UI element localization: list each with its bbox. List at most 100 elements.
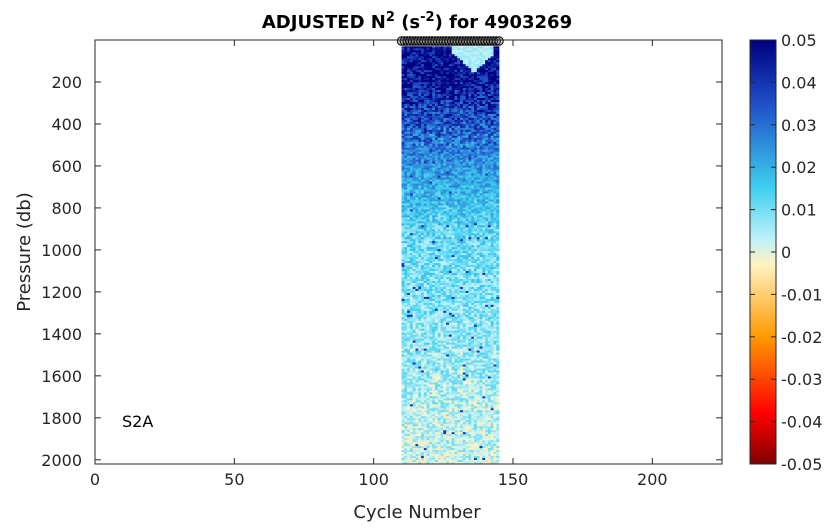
heatmap-cell (423, 123, 427, 127)
heatmap-cell (446, 119, 450, 123)
heatmap-cell (421, 261, 425, 264)
heatmap-cell (493, 119, 497, 123)
heatmap-cell (432, 310, 436, 314)
heatmap-cell (457, 72, 461, 75)
heatmap-cell (490, 141, 494, 145)
heatmap-cell (429, 308, 433, 312)
heatmap-cell (448, 211, 452, 214)
heatmap-cell (468, 48, 472, 51)
heatmap-cell (490, 294, 494, 298)
plot-area: 0 50 100 150 200 200400600800100012001400160… (41, 36, 723, 489)
heatmap-cell (426, 205, 430, 208)
heatmap-cell (404, 243, 408, 246)
heatmap-cell (468, 159, 472, 162)
heatmap-cell (468, 284, 472, 288)
heatmap-cell (473, 133, 478, 137)
heatmap-cell (401, 201, 405, 204)
heatmap-cell (404, 217, 408, 220)
heatmap-cell (437, 227, 441, 230)
heatmap-cell (423, 275, 427, 278)
heatmap-cell (412, 169, 416, 172)
heatmap-cell (468, 255, 472, 258)
heatmap-cell (412, 286, 416, 290)
heatmap-cell (490, 205, 494, 208)
heatmap-cell (476, 111, 480, 115)
heatmap-cell (409, 195, 413, 198)
heatmap-cell (409, 145, 413, 149)
heatmap-cell (454, 219, 458, 222)
heatmap-cell (426, 195, 430, 198)
heatmap-cell (409, 298, 413, 302)
heatmap-cell (493, 199, 497, 202)
heatmap-cell (412, 143, 416, 147)
heatmap-cell (404, 201, 408, 204)
heatmap-cell (457, 70, 461, 73)
heatmap-cell (432, 241, 436, 244)
heatmap-cell (443, 64, 447, 67)
heatmap-cell (485, 241, 489, 244)
heatmap-cell (434, 84, 439, 87)
heatmap-cell (471, 123, 475, 127)
heatmap-cell (443, 314, 447, 318)
heatmap-cell (407, 177, 411, 180)
heatmap-cell (479, 115, 483, 119)
heatmap-cell (432, 273, 436, 276)
heatmap-cell (465, 215, 469, 218)
heatmap-cell (407, 223, 411, 226)
heatmap-cell (471, 169, 475, 172)
heatmap-cell (423, 137, 427, 141)
heatmap-cell (496, 147, 500, 151)
heatmap-cell (437, 310, 441, 314)
heatmap-cell (423, 173, 427, 176)
heatmap-cell (404, 292, 408, 296)
heatmap-cell (421, 257, 425, 260)
heatmap-cell (404, 153, 408, 156)
heatmap-cell (451, 221, 455, 224)
heatmap-cell (457, 231, 461, 234)
heatmap-cell (454, 209, 458, 212)
heatmap-cell (473, 326, 478, 330)
heatmap-cell (404, 269, 408, 272)
heatmap-cell (429, 284, 433, 288)
heatmap-cell (451, 135, 455, 139)
heatmap-cell (407, 265, 411, 268)
heatmap-cell (482, 237, 486, 240)
heatmap-cell (490, 181, 494, 184)
heatmap-cell (476, 259, 480, 262)
heatmap-cell (423, 96, 427, 99)
heatmap-cell (471, 243, 475, 246)
heatmap-cell (421, 177, 425, 180)
heatmap-cell (426, 284, 430, 288)
heatmap-cell (493, 265, 497, 268)
heatmap-cell (479, 64, 483, 67)
heatmap-cell (451, 257, 455, 260)
heatmap-cell (462, 316, 466, 320)
heatmap-cell (471, 135, 475, 139)
heatmap-cell (485, 283, 489, 286)
heatmap-cell (487, 227, 492, 230)
heatmap-cell (415, 52, 419, 55)
heatmap-cell (468, 267, 472, 270)
heatmap-cell (418, 141, 422, 145)
heatmap-cell (448, 312, 452, 316)
heatmap-cell (412, 94, 416, 97)
heatmap-cell (468, 247, 472, 250)
heatmap-cell (473, 320, 478, 324)
heatmap-cell (401, 245, 405, 248)
heatmap-cell (423, 221, 427, 224)
heatmap-cell (426, 165, 430, 168)
heatmap-cell (485, 78, 489, 81)
heatmap-cell (404, 237, 408, 240)
heatmap-cell (454, 235, 458, 238)
heatmap-cell (487, 281, 492, 284)
heatmap-cell (432, 219, 436, 222)
heatmap-cell (468, 185, 472, 188)
heatmap-cell (471, 82, 475, 85)
heatmap-cell (401, 149, 405, 153)
heatmap-cell (457, 46, 461, 49)
heatmap-cell (423, 48, 427, 51)
heatmap-cell (401, 243, 405, 246)
heatmap-cell (412, 123, 416, 127)
heatmap-cell (446, 84, 450, 87)
heatmap-cell (490, 161, 494, 164)
